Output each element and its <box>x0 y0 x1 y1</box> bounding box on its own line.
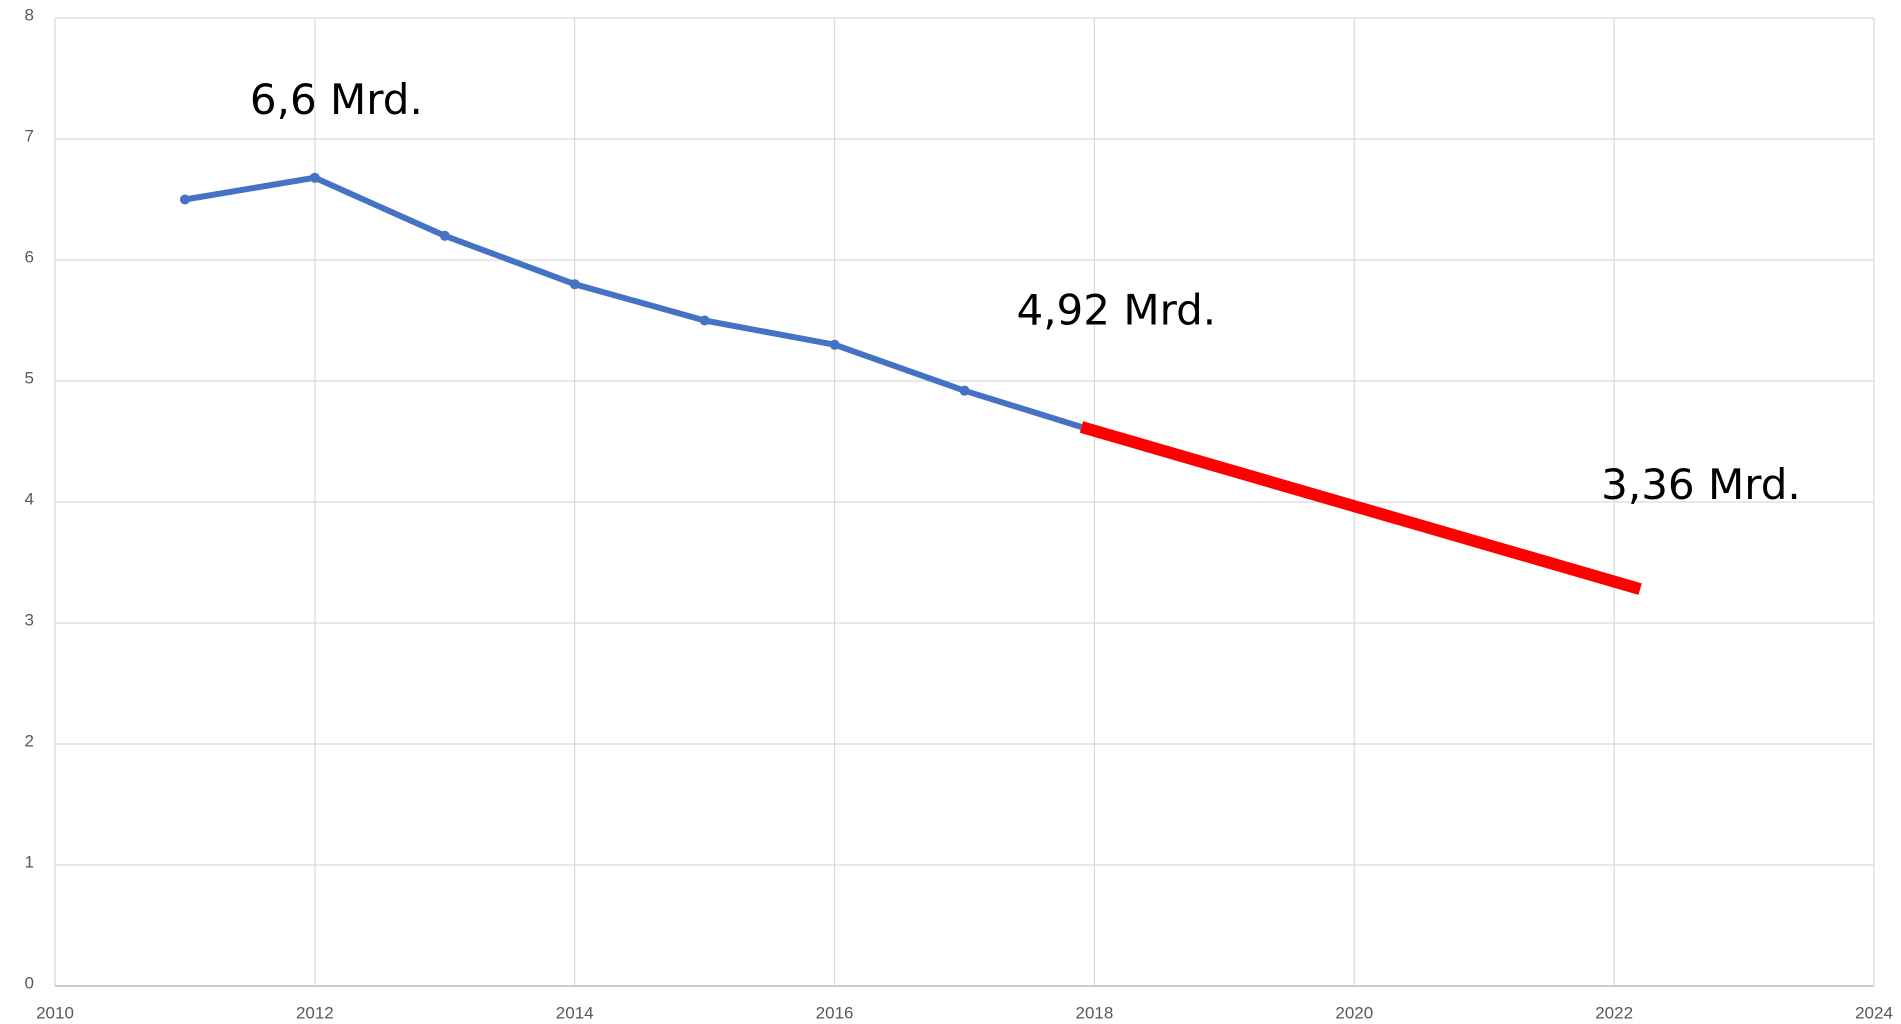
y-tick-label: 1 <box>25 852 34 871</box>
x-tick-label: 2016 <box>816 1003 854 1022</box>
line-series <box>1079 421 1642 595</box>
marker <box>699 315 710 326</box>
y-tick-label: 3 <box>25 610 34 629</box>
y-tick-label: 7 <box>25 126 34 145</box>
y-tick-label: 5 <box>25 368 34 387</box>
x-tick-label: 2010 <box>36 1003 74 1022</box>
y-tick-label: 6 <box>25 247 34 266</box>
marker <box>829 339 840 350</box>
line-series <box>184 174 1083 430</box>
x-tick-label: 2022 <box>1595 1003 1633 1022</box>
x-tick-label: 2012 <box>296 1003 334 1022</box>
x-tick-label: 2024 <box>1855 1003 1893 1022</box>
annotation: 3,36 Mrd. <box>1601 460 1801 509</box>
y-tick-label: 8 <box>25 5 34 24</box>
marker <box>309 172 320 183</box>
annotation: 6,6 Mrd. <box>250 75 423 124</box>
x-tick-label: 2014 <box>556 1003 594 1022</box>
x-tick-label: 2018 <box>1076 1003 1114 1022</box>
annotation: 4,92 Mrd. <box>1016 286 1216 335</box>
marker <box>569 279 580 290</box>
y-tick-label: 2 <box>25 731 34 750</box>
marker <box>439 230 450 241</box>
marker <box>179 194 190 205</box>
y-tick-label: 0 <box>25 973 34 992</box>
x-tick-label: 2020 <box>1335 1003 1373 1022</box>
y-tick-label: 4 <box>25 489 34 508</box>
marker <box>959 385 970 396</box>
